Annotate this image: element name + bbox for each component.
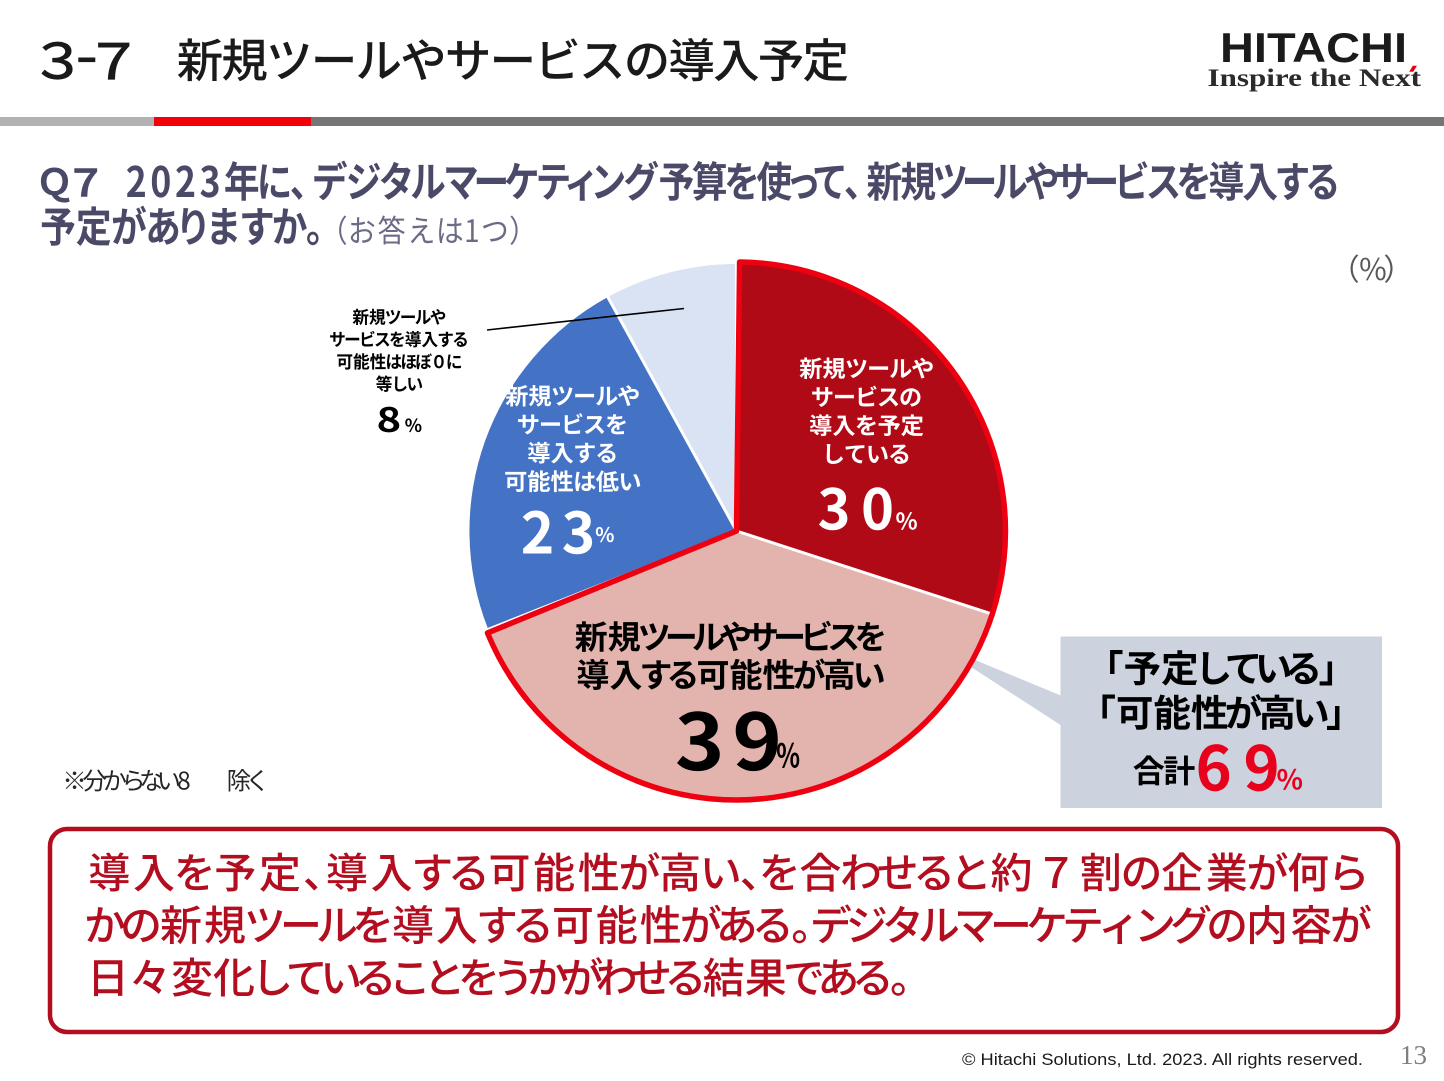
svg-text:HITACHI: HITACHI bbox=[1220, 24, 1407, 71]
svg-text:13: 13 bbox=[1400, 1040, 1427, 1070]
svg-text:© Hitachi Solutions, Ltd. 2023: © Hitachi Solutions, Ltd. 2023. All righ… bbox=[962, 1050, 1363, 1069]
svg-text:Inspire the Next: Inspire the Next bbox=[1208, 63, 1422, 92]
